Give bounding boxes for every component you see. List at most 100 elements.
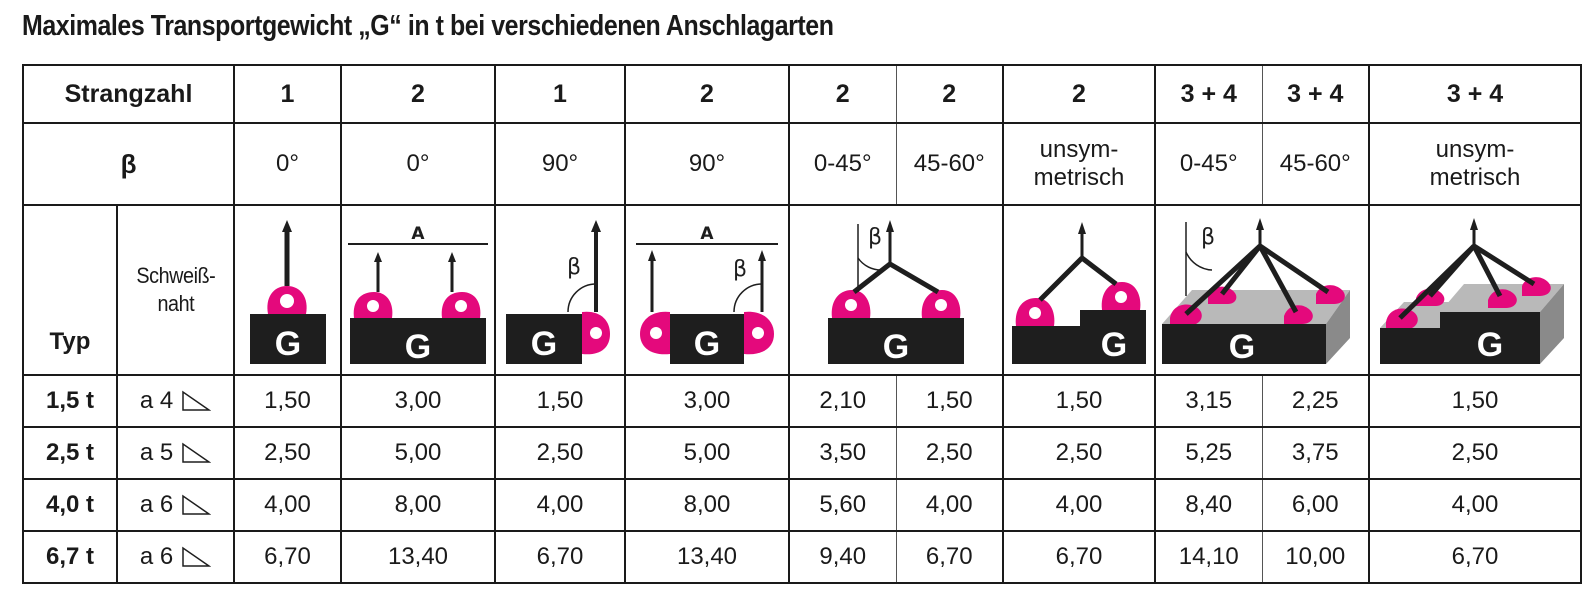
schweissnaht-text: Schweiß- naht (136, 262, 215, 318)
weld-triangle-icon (182, 546, 212, 567)
strangzahl-cell: 2 (624, 64, 790, 124)
weld-value: a 6 (139, 491, 174, 518)
value-cell: 3,00 (340, 374, 496, 428)
table-row: 2,5 t a 5 2,50 5,00 2,50 5,00 3,50 2,50 … (22, 426, 1582, 480)
strangzahl-cell: 3 + 4 (1261, 64, 1370, 124)
diagram-1-strand-90: G β (494, 204, 626, 376)
svg-text:G: G (531, 325, 557, 363)
schweissnaht-line-1: Schweiß- (136, 263, 215, 288)
svg-text:G: G (883, 328, 909, 366)
weld-value: a 5 (139, 439, 174, 466)
weld-cell: a 6 (116, 530, 235, 584)
value-cell: 4,00 (1002, 478, 1156, 532)
value-cell: 14,10 (1154, 530, 1263, 584)
sling-diagram-icon: G β (506, 220, 610, 364)
strangzahl-cell: 2 (1002, 64, 1156, 124)
value-cell: 6,70 (895, 530, 1004, 584)
typ-cell: 4,0 t (22, 478, 118, 532)
typ-label: Typ (22, 204, 118, 376)
value-cell: 3,75 (1261, 426, 1370, 480)
value-cell: 1,50 (1002, 374, 1156, 428)
value-cell: 5,60 (788, 478, 897, 532)
weld-triangle-icon (182, 442, 212, 463)
value-cell: 1,50 (494, 374, 626, 428)
svg-text:G: G (1101, 326, 1127, 364)
beta-cell: 0-45° (788, 122, 897, 206)
svg-text:β: β (1201, 225, 1215, 250)
svg-text:G: G (1477, 326, 1503, 364)
value-cell: 6,70 (233, 530, 342, 584)
beta-label: β (22, 122, 235, 206)
sling-diagram-icon: G (250, 220, 326, 364)
value-cell: 4,00 (494, 478, 626, 532)
typ-cell: 2,5 t (22, 426, 118, 480)
value-cell: 1,50 (895, 374, 1004, 428)
diagram-1-strand-0: G (233, 204, 342, 376)
value-cell: 6,70 (494, 530, 626, 584)
svg-text:β: β (868, 225, 882, 250)
weld-cell: a 5 (116, 426, 235, 480)
svg-text:β: β (567, 255, 581, 280)
weld-value: a 4 (139, 387, 174, 414)
beta-cell: unsym- metrisch (1368, 122, 1582, 206)
diagram-4-strand-angle: G β (1154, 204, 1370, 376)
schweissnaht-label: Schweiß- naht (116, 204, 235, 376)
table-row: 4,0 t a 6 4,00 8,00 4,00 8,00 5,60 4,00 … (22, 478, 1582, 532)
value-cell: 2,25 (1261, 374, 1370, 428)
value-cell: 5,00 (340, 426, 496, 480)
sling-diagram-icon: G β (1162, 218, 1350, 366)
svg-text:G: G (1229, 328, 1255, 366)
value-cell: 4,00 (895, 478, 1004, 532)
strangzahl-cell: 2 (788, 64, 897, 124)
diagram-row: Typ Schweiß- naht G A G (22, 204, 1582, 376)
table-row: 1,5 t a 4 1,50 3,00 1,50 3,00 2,10 1,50 … (22, 374, 1582, 428)
value-cell: 8,40 (1154, 478, 1263, 532)
value-cell: 13,40 (340, 530, 496, 584)
svg-text:G: G (694, 325, 720, 363)
strangzahl-cell: 2 (895, 64, 1004, 124)
value-cell: 2,10 (788, 374, 897, 428)
value-cell: 2,50 (494, 426, 626, 480)
value-cell: 10,00 (1261, 530, 1370, 584)
schweissnaht-line-2: naht (157, 291, 194, 316)
strangzahl-cell: 2 (340, 64, 496, 124)
value-cell: 4,00 (233, 478, 342, 532)
strangzahl-label: Strangzahl (22, 64, 235, 124)
diagram-2-strand-unsym: G (1002, 204, 1156, 376)
value-cell: 2,50 (233, 426, 342, 480)
svg-text:G: G (405, 328, 431, 366)
beta-cell: 0° (340, 122, 496, 206)
beta-cell: 45-60° (1261, 122, 1370, 206)
page-title: Maximales Transportgewicht „G“ in t bei … (22, 10, 834, 42)
beta-cell: 0° (233, 122, 342, 206)
typ-cell: 6,7 t (22, 530, 118, 584)
beta-cell: 45-60° (895, 122, 1004, 206)
weld-triangle-icon (182, 494, 212, 515)
strangzahl-row: Strangzahl 1 2 1 2 2 2 2 3 + 4 3 + 4 3 +… (22, 64, 1582, 124)
sling-diagram-icon: G β (828, 220, 964, 366)
beta-cell: unsym- metrisch (1002, 122, 1156, 206)
value-cell: 6,70 (1368, 530, 1582, 584)
beta-cell: 0-45° (1154, 122, 1263, 206)
value-cell: 1,50 (233, 374, 342, 428)
svg-text:A: A (411, 224, 425, 244)
beta-cell: 90° (624, 122, 790, 206)
value-cell: 5,00 (624, 426, 790, 480)
diagram-2-strand-0: A G (340, 204, 496, 376)
weld-cell: a 4 (116, 374, 235, 428)
value-cell: 2,50 (1368, 426, 1582, 480)
strangzahl-cell: 1 (233, 64, 342, 124)
sling-diagram-icon: A G (348, 224, 488, 366)
weld-triangle-icon (182, 390, 212, 411)
value-cell: 13,40 (624, 530, 790, 584)
sling-diagram-icon: A G β (636, 224, 778, 364)
value-cell: 2,50 (1002, 426, 1156, 480)
value-cell: 4,00 (1368, 478, 1582, 532)
svg-text:β: β (733, 257, 747, 282)
value-cell: 8,00 (340, 478, 496, 532)
diagram-2-strand-90: A G β (624, 204, 790, 376)
value-cell: 8,00 (624, 478, 790, 532)
strangzahl-cell: 1 (494, 64, 626, 124)
value-cell: 1,50 (1368, 374, 1582, 428)
weld-cell: a 6 (116, 478, 235, 532)
